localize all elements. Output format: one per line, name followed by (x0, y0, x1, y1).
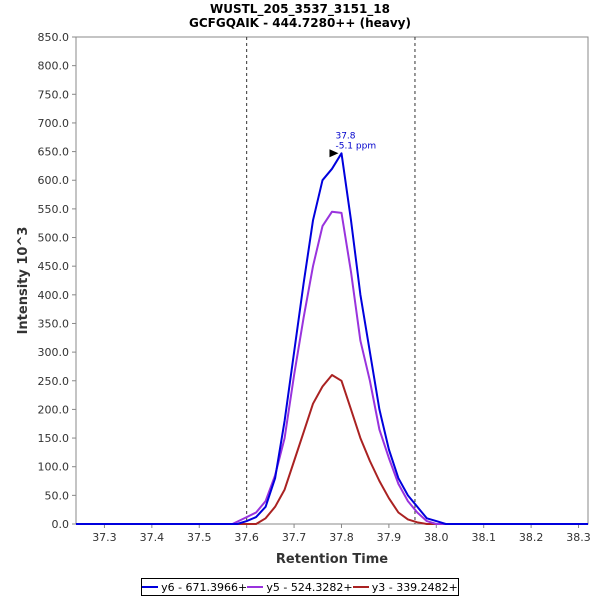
legend-label: y3 - 339.2482+ (371, 580, 458, 594)
x-tick-label: 37.4 (140, 531, 165, 544)
chart-subtitle: GCFGQAIK - 444.7280++ (heavy) (189, 16, 411, 30)
x-tick-label: 37.7 (282, 531, 307, 544)
y-tick-label: 700.0 (38, 117, 70, 130)
legend-item: y5 - 524.3282+ (247, 580, 353, 594)
y-tick-label: 550.0 (38, 203, 70, 216)
y-tick-label: 500.0 (38, 232, 70, 245)
y-tick-label: 600.0 (38, 174, 70, 187)
legend-label: y5 - 524.3282+ (266, 580, 353, 594)
y-tick-label: 100.0 (38, 461, 70, 474)
x-tick-label: 37.9 (377, 531, 402, 544)
x-tick-label: 37.8 (329, 531, 354, 544)
legend: y6 - 671.3966+ y5 - 524.3282+ y3 - 339.248… (141, 578, 459, 596)
x-tick-label: 38.0 (424, 531, 449, 544)
peak-annotation-rt: 37.8 (335, 131, 355, 141)
series-line (76, 152, 588, 525)
series-line (76, 374, 588, 525)
legend-swatch (142, 586, 159, 588)
legend-label: y6 - 671.3966+ (161, 580, 248, 594)
y-tick-label: 450.0 (38, 260, 70, 273)
y-tick-label: 400.0 (38, 289, 70, 302)
legend-item: y3 - 339.2482+ (352, 580, 458, 594)
y-tick-label: 0.0 (52, 518, 70, 531)
x-tick-label: 38.3 (566, 531, 591, 544)
y-tick-label: 850.0 (38, 31, 70, 44)
y-tick-label: 350.0 (38, 317, 70, 330)
legend-item: y6 - 671.3966+ (142, 581, 247, 594)
series-line (76, 210, 588, 525)
peak-arrow (329, 149, 339, 158)
y-tick-label: 150.0 (38, 432, 70, 445)
y-tick-label: 800.0 (38, 60, 70, 73)
peak-annotation-ppm: -5.1 ppm (335, 141, 376, 151)
x-tick-label: 38.1 (471, 531, 496, 544)
y-tick-label: 650.0 (38, 146, 70, 159)
y-tick-label: 200.0 (38, 403, 70, 416)
y-tick-label: 750.0 (38, 88, 70, 101)
x-tick-label: 37.5 (187, 531, 212, 544)
y-tick-label: 250.0 (38, 375, 70, 388)
y-tick-label: 300.0 (38, 346, 70, 359)
chart-title: WUSTL_205_3537_3151_18 (210, 2, 390, 16)
legend-swatch (247, 586, 264, 588)
x-tick-label: 37.6 (234, 531, 259, 544)
legend-swatch (352, 586, 369, 588)
plot-area (75, 36, 589, 525)
y-tick-label: 50.0 (45, 489, 70, 502)
x-axis-title: Retention Time (276, 552, 388, 567)
x-tick-label: 38.2 (519, 531, 544, 544)
y-axis-title: Intensity 10^3 (16, 227, 31, 335)
x-tick-label: 37.3 (92, 531, 117, 544)
